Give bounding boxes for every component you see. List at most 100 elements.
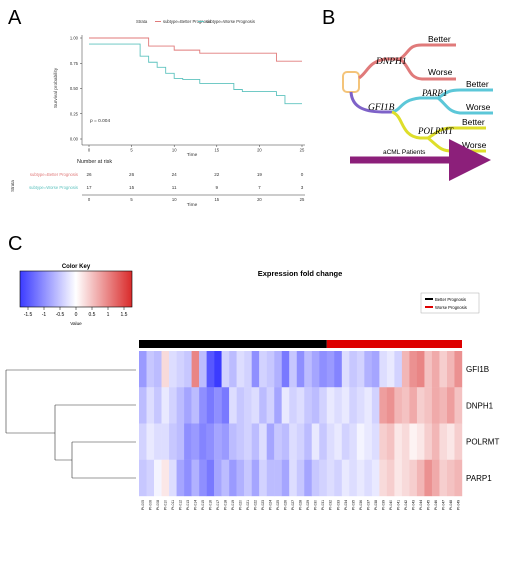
heatmap-cell bbox=[221, 459, 230, 497]
heatmap-cell bbox=[161, 387, 170, 424]
heatmap-cell bbox=[169, 423, 177, 460]
heatmap-cell bbox=[364, 423, 373, 460]
risk-title: Number at risk bbox=[77, 159, 112, 165]
heatmap-col-label: Pt-040 bbox=[389, 500, 393, 510]
km-legend: Strata subtype=Better Prognosis subtype=… bbox=[136, 19, 255, 24]
color-key-tick-label: 1 bbox=[107, 312, 110, 318]
heatmap-cell bbox=[304, 459, 312, 497]
risk-cell-worse: 9 bbox=[216, 185, 219, 190]
km-ylabel: Survival probability bbox=[53, 67, 59, 108]
heatmap-cell bbox=[266, 459, 275, 497]
risk-strata-label: Strata bbox=[10, 180, 15, 192]
heatmap-cell bbox=[334, 351, 343, 388]
group-bar-worse bbox=[326, 340, 462, 348]
heatmap-cell bbox=[146, 387, 155, 424]
heatmap-col-label: Pt-006 bbox=[148, 500, 152, 510]
heatmap-cell bbox=[229, 351, 237, 388]
km-ytick-label: 1.00 bbox=[70, 36, 79, 41]
gene-dnph1: DNPH1 bbox=[375, 57, 407, 67]
risk-xtick-label: 5 bbox=[130, 197, 133, 202]
heatmap-cell bbox=[431, 459, 440, 497]
heatmap-cell bbox=[356, 387, 365, 424]
km-xtick-label: 5 bbox=[130, 148, 133, 153]
km-pvalue: p = 0.004 bbox=[90, 118, 110, 124]
heatmap-cell bbox=[334, 387, 343, 424]
heatmap-col-label: Pt-027 bbox=[291, 500, 295, 510]
heatmap-cell bbox=[146, 351, 155, 388]
heatmap-col-label: Pt-010 bbox=[163, 500, 167, 510]
heatmap-col-label: Pt-014 bbox=[194, 500, 198, 510]
heatmap-col-label: Pt-038 bbox=[374, 500, 378, 510]
heatmap-cell bbox=[221, 351, 230, 388]
leaf-polrmt-worse: Worse bbox=[462, 140, 487, 150]
heatmap-cell bbox=[379, 387, 388, 424]
color-key: Color Key -1.5 -1 -0.5 0 0.5 1 1.5 Value bbox=[19, 264, 133, 326]
heatmap-cell bbox=[311, 423, 320, 460]
heatmap-cell bbox=[446, 459, 455, 497]
heatmap-cell bbox=[139, 351, 147, 388]
heatmap-cell bbox=[184, 459, 192, 497]
heatmap-col-label: Pt-042 bbox=[404, 500, 408, 510]
heatmap-col-label: Pt-043 bbox=[411, 500, 415, 510]
heatmap-cell bbox=[386, 459, 395, 497]
gene-gfi1b: GFI1B bbox=[368, 103, 395, 113]
heatmap-col-label: Pt-037 bbox=[366, 500, 370, 510]
heatmap-cell bbox=[206, 351, 215, 388]
group-legend-box bbox=[420, 292, 480, 314]
heatmap-cell bbox=[289, 351, 297, 388]
km-legend-worse: subtype=Worse Prognosis bbox=[206, 19, 255, 24]
km-line-better bbox=[89, 37, 302, 62]
heatmap-col-label: Pt-032 bbox=[329, 500, 333, 510]
heatmap-cell bbox=[281, 387, 290, 424]
heatmap-cell bbox=[454, 423, 463, 460]
risk-xtick-label: 15 bbox=[214, 197, 219, 202]
heatmap-cell bbox=[454, 351, 463, 388]
km-ytick-label: 0.75 bbox=[70, 61, 79, 66]
heatmap-col-label: Pt-048 bbox=[449, 500, 453, 510]
heatmap-col-label: Pt-015 bbox=[201, 500, 205, 510]
heatmap-cell bbox=[169, 351, 177, 388]
risk-cell-worse: 3 bbox=[301, 185, 304, 190]
heatmap-cell bbox=[409, 423, 418, 460]
risk-xtick-label: 20 bbox=[257, 197, 262, 202]
heatmap-cell bbox=[454, 387, 463, 424]
km-xtick-label: 0 bbox=[88, 148, 91, 153]
risk-cell-worse: 7 bbox=[258, 185, 261, 190]
heatmap-cell bbox=[236, 459, 245, 497]
heatmap-cell bbox=[349, 459, 358, 497]
heatmap-cell bbox=[439, 459, 448, 497]
heatmap-cell bbox=[251, 387, 260, 424]
dendrogram-root bbox=[5, 369, 136, 434]
branch-dnph1-worse bbox=[399, 57, 456, 81]
heatmap-cell bbox=[274, 423, 282, 460]
risk-cell-better: 24 bbox=[172, 172, 178, 177]
heatmap-cell bbox=[416, 351, 425, 388]
branch-gfi1b bbox=[349, 91, 392, 114]
panel-label-b: B bbox=[322, 7, 335, 29]
km-xtick-label: 20 bbox=[257, 148, 262, 153]
heatmap-cell bbox=[394, 387, 403, 424]
heatmap-cell bbox=[289, 387, 297, 424]
heatmap-cell bbox=[139, 459, 147, 497]
risk-xtick-label: 0 bbox=[88, 197, 91, 202]
heatmap-col-label: Pt-047 bbox=[441, 500, 445, 510]
heatmap-row-label: DNPH1 bbox=[466, 401, 494, 410]
heatmap-col-label: Pt-030 bbox=[314, 500, 318, 510]
heatmap-cell bbox=[409, 459, 418, 497]
color-key-tick-label: -1.5 bbox=[24, 312, 33, 318]
heatmap-cell bbox=[326, 387, 335, 424]
heatmap-cell bbox=[311, 351, 320, 388]
heatmap-cell bbox=[289, 459, 297, 497]
heatmap-cell bbox=[424, 351, 433, 388]
heatmap-col-label: Pt-029 bbox=[306, 500, 310, 510]
heatmap-cell bbox=[364, 387, 373, 424]
heatmap-cell bbox=[379, 459, 388, 497]
group-legend-better: Better Prognosis bbox=[435, 297, 466, 302]
heatmap-cell bbox=[244, 387, 252, 424]
heatmap-col-label: Pt-045 bbox=[426, 500, 430, 510]
heatmap-cell bbox=[244, 351, 252, 388]
heatmap-cell bbox=[326, 459, 335, 497]
dendrogram-left-branch bbox=[54, 404, 136, 460]
heatmap-cell bbox=[296, 351, 305, 388]
heatmap-cell bbox=[176, 459, 185, 497]
